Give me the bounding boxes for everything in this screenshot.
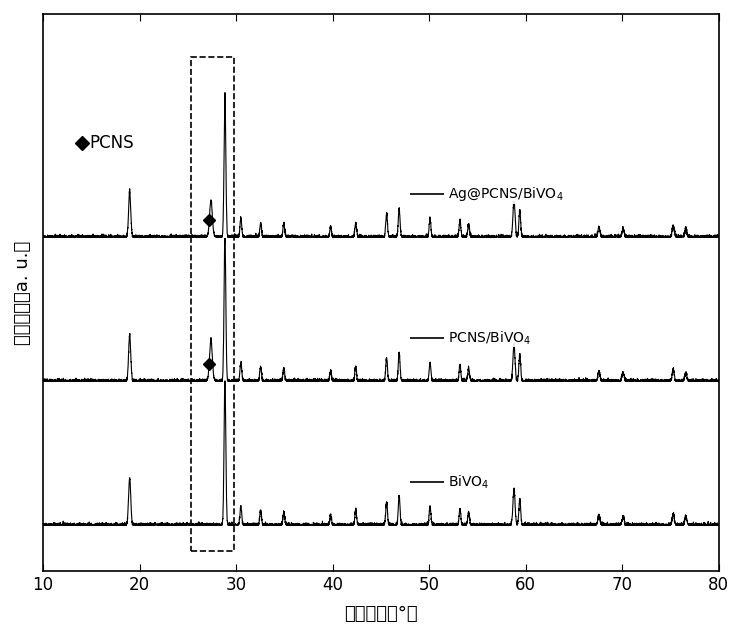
X-axis label: 衍射角度（°）: 衍射角度（°） [344, 605, 418, 623]
Text: Ag@PCNS/BiVO$_4$: Ag@PCNS/BiVO$_4$ [448, 185, 564, 203]
Bar [191, 57, 234, 551]
Y-axis label: 衍射强度（a. u.）: 衍射强度（a. u.） [14, 240, 32, 345]
Text: PCNS: PCNS [89, 134, 134, 152]
Text: BiVO$_4$: BiVO$_4$ [448, 473, 490, 490]
Text: PCNS/BiVO$_4$: PCNS/BiVO$_4$ [448, 329, 532, 347]
